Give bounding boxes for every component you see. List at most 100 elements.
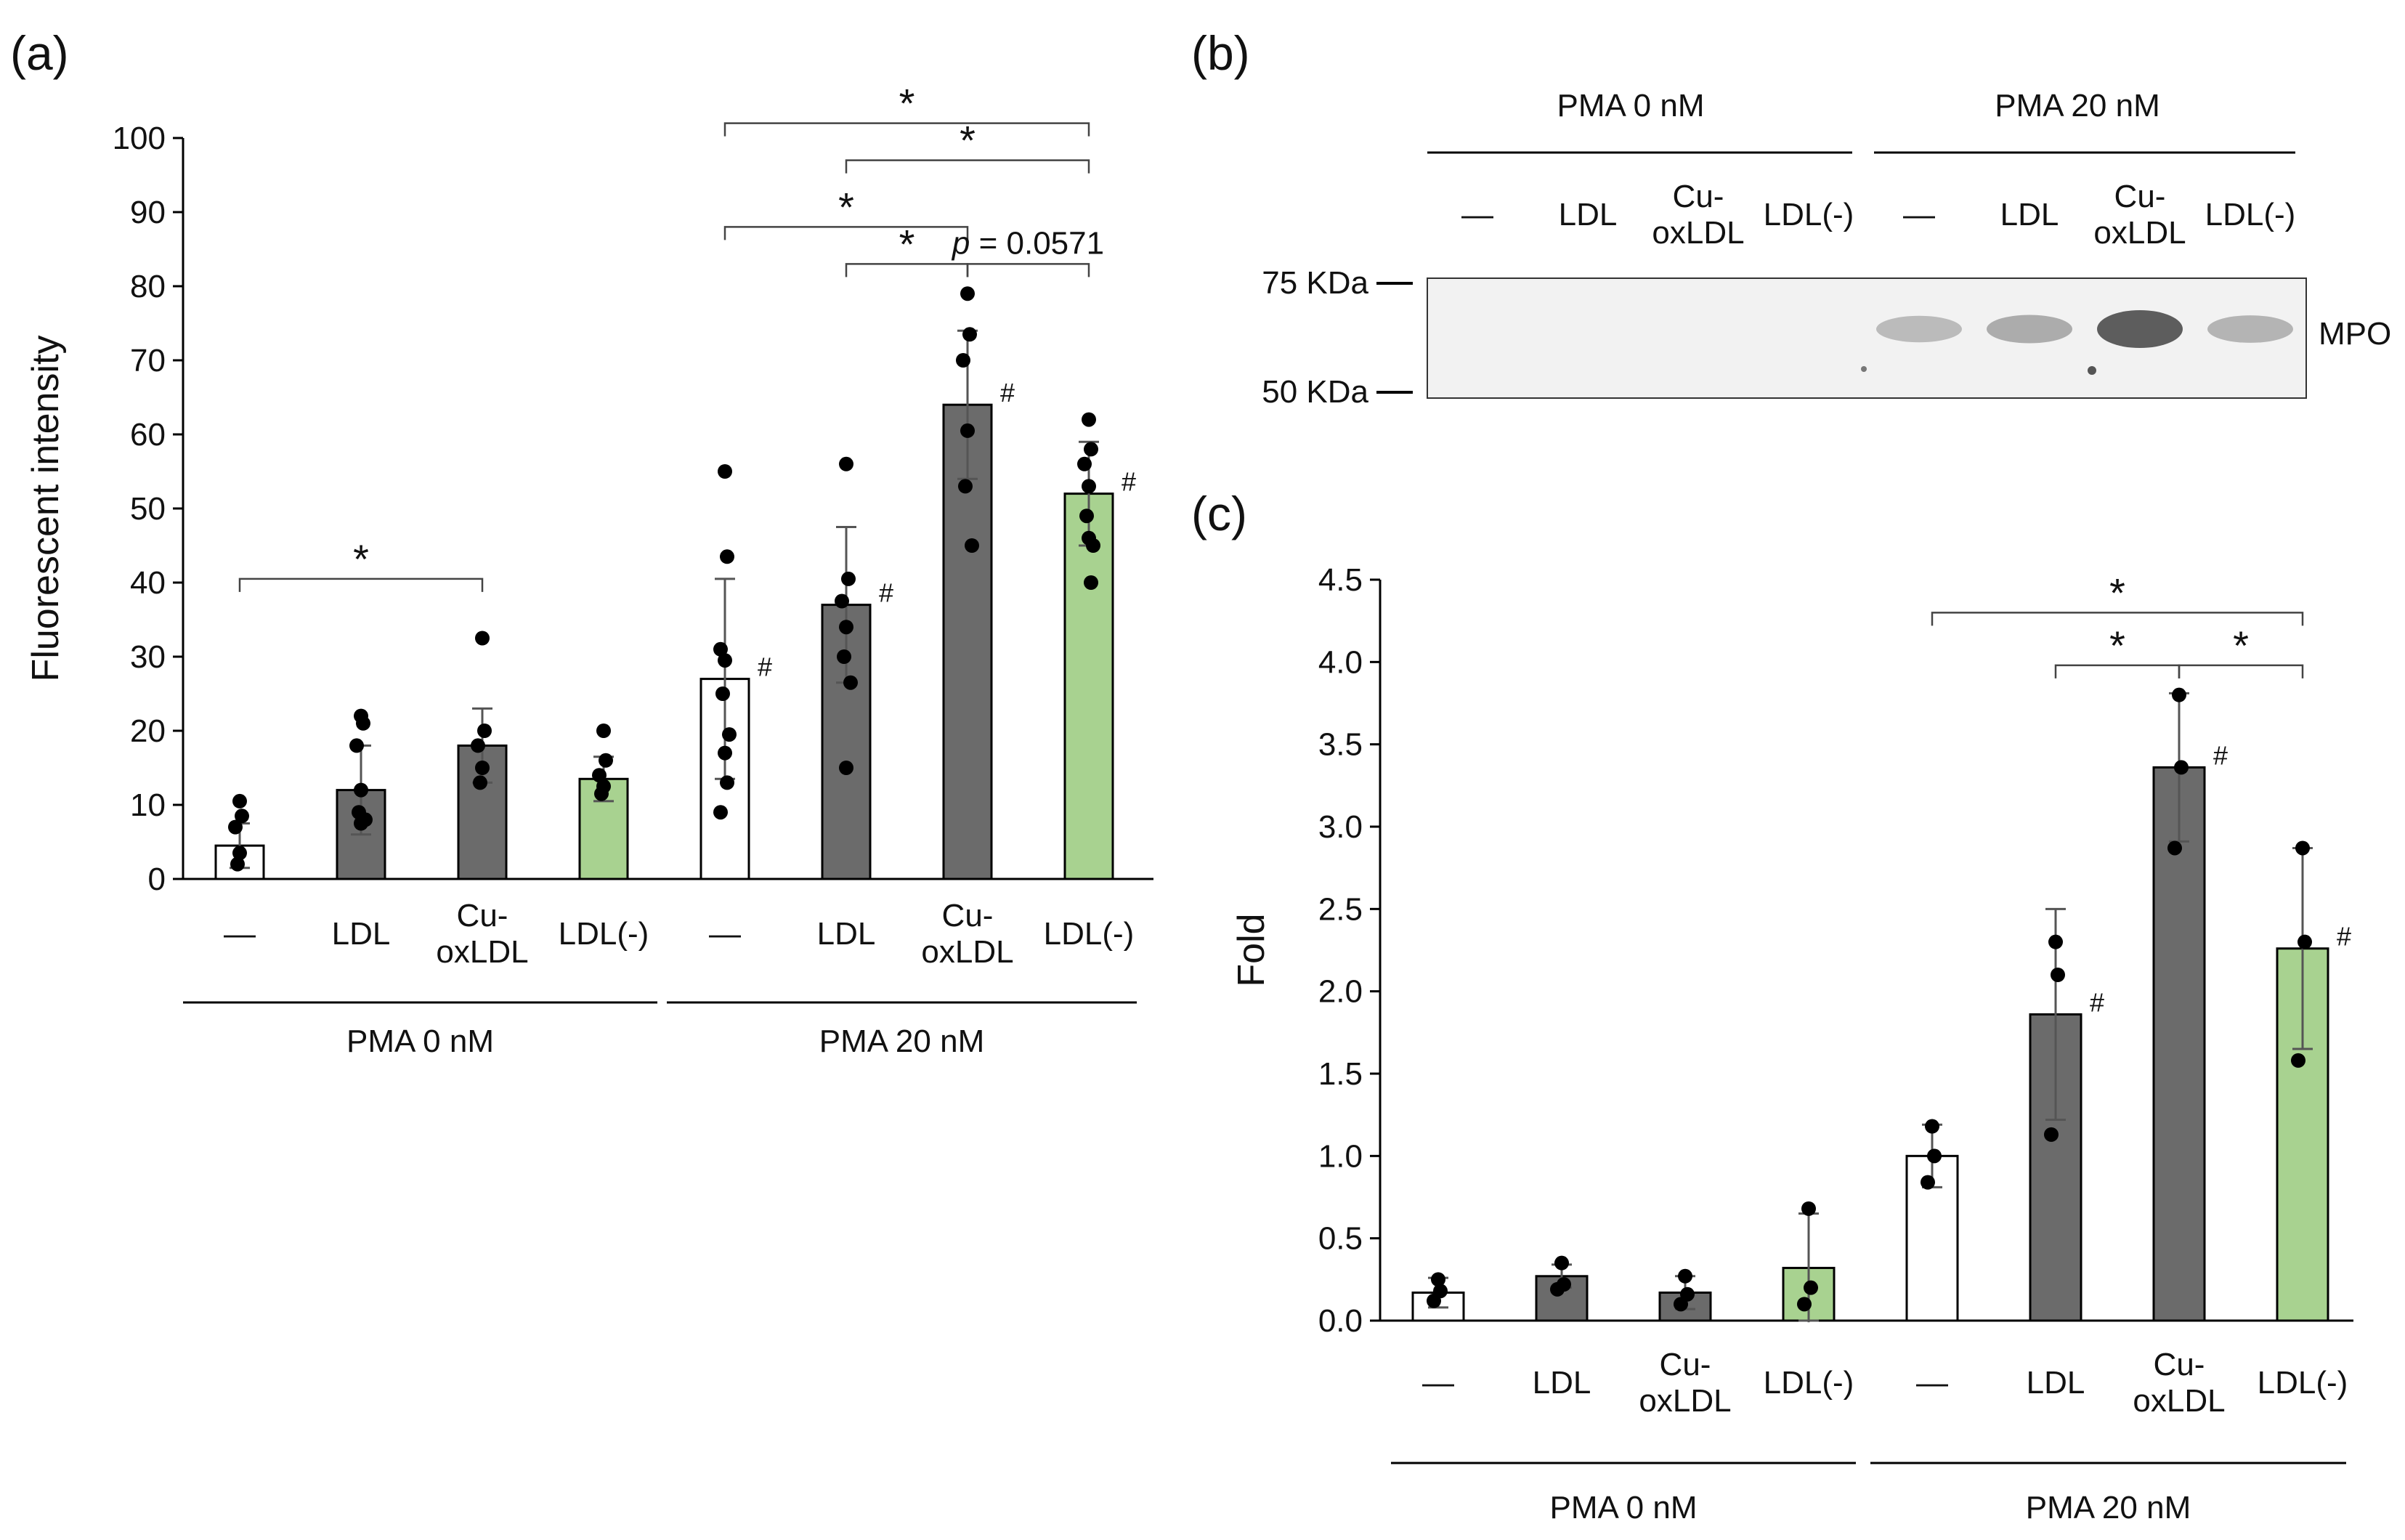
data-point <box>349 738 364 753</box>
significance-label-italic: p <box>951 225 970 261</box>
data-point <box>596 724 611 738</box>
lane-label-line-1: oxLDL <box>2093 215 2186 251</box>
data-point <box>1801 1201 1816 1216</box>
blot-spot <box>1861 366 1867 372</box>
x-tick-label: Cu-oxLDL <box>436 898 528 970</box>
data-point <box>2174 760 2189 775</box>
group-label-pma20: PMA 20 nM <box>819 1024 984 1059</box>
data-point <box>477 724 492 738</box>
data-point <box>1797 1297 1812 1312</box>
x-tick-label: — <box>1916 1365 1948 1401</box>
data-point <box>594 786 609 801</box>
mpo-band <box>1987 315 2072 344</box>
data-point <box>960 286 975 301</box>
lane-label: LDL <box>1559 197 1618 232</box>
western-blot: PMA 0 nM PMA 20 nM — LDL Cu-oxLDL LDL(-) — LDL C… <box>1262 88 2391 410</box>
data-point <box>1427 1293 1441 1308</box>
x-tick-label: Cu-oxLDL <box>1639 1347 1731 1419</box>
lane-label: LDL(-) <box>2205 197 2296 232</box>
x-tick-label: LDL <box>332 916 391 952</box>
significance-label: p = 0.0571 <box>951 225 1104 261</box>
x-tick-label-line-1: oxLDL <box>1639 1383 1731 1419</box>
data-point <box>473 775 487 790</box>
band-label: MPO <box>2319 316 2391 352</box>
significance-hash: # <box>1000 378 1015 408</box>
y-tick-label: 4.0 <box>1318 644 1363 680</box>
lane-label: LDL <box>2000 197 2059 232</box>
x-tick-label: LDL <box>817 916 876 952</box>
data-point <box>2291 1053 2305 1068</box>
data-point <box>958 479 973 494</box>
group-label-pma0: PMA 0 nM <box>1557 88 1705 123</box>
significance-label: * <box>960 118 976 163</box>
lane-label: Cu-oxLDL <box>1652 179 1744 251</box>
data-point <box>1077 456 1092 471</box>
x-tick-label: LDL(-) <box>559 916 649 952</box>
data-point <box>841 571 856 586</box>
significance-label: * <box>899 81 915 126</box>
data-point <box>720 775 734 790</box>
x-tick-label-line-0: Cu- <box>1660 1347 1711 1382</box>
x-tick-label: Cu-oxLDL <box>921 898 1013 970</box>
significance-hash: # <box>1122 467 1136 497</box>
data-point <box>1925 1119 1939 1134</box>
data-point <box>1084 575 1098 590</box>
y-tick-label: 1.0 <box>1318 1138 1363 1174</box>
data-point <box>354 816 368 831</box>
bar <box>821 604 872 880</box>
data-point <box>837 649 851 664</box>
y-tick-label: 3.5 <box>1318 727 1363 763</box>
data-point <box>713 805 728 820</box>
data-point <box>1431 1272 1445 1287</box>
data-point <box>1804 1280 1818 1295</box>
x-tick-label-line-1: oxLDL <box>436 934 528 970</box>
x-tick-label: — <box>1422 1365 1454 1401</box>
y-tick-label: 60 <box>130 417 166 453</box>
y-tick-label: 10 <box>130 787 166 823</box>
significance-bracket <box>238 578 484 592</box>
y-tick-label: 1.5 <box>1318 1056 1363 1092</box>
panel-label-c: (c) <box>1191 487 1247 540</box>
significance-hash: # <box>2213 740 2228 770</box>
data-point <box>1921 1175 1935 1190</box>
significance-bracket <box>2178 664 2304 678</box>
x-tick-label: LDL <box>2027 1365 2085 1401</box>
data-point <box>592 768 607 783</box>
data-point <box>356 716 370 731</box>
y-tick-label: 70 <box>130 343 166 378</box>
y-axis-label: Fold <box>1230 913 1273 986</box>
significance-label: * <box>2109 623 2125 668</box>
group-label-pma0: PMA 0 nM <box>346 1024 494 1059</box>
lane-label-line-0: Cu- <box>2114 179 2166 214</box>
data-point <box>354 782 368 798</box>
significance-label: * <box>2109 570 2125 615</box>
data-point <box>1554 1255 1569 1270</box>
lane-label: — <box>1903 197 1935 232</box>
significance-label-rest: = 0.0571 <box>970 225 1104 261</box>
data-point <box>2044 1127 2059 1142</box>
x-tick-label-line-0: Cu- <box>2154 1347 2205 1382</box>
marker-label-75: 75 KDa <box>1262 265 1368 301</box>
data-point <box>720 549 734 564</box>
y-tick-label: 4.5 <box>1318 562 1363 598</box>
significance-label: * <box>899 221 915 267</box>
data-point <box>718 464 732 479</box>
lane-label: LDL(-) <box>1764 197 1854 232</box>
data-point <box>599 753 613 768</box>
data-point <box>965 538 979 553</box>
group-label-pma0: PMA 0 nM <box>1550 1490 1698 1525</box>
data-point <box>475 761 490 775</box>
data-point <box>232 793 247 808</box>
significance-hash: # <box>758 652 772 682</box>
y-tick-label: 90 <box>130 195 166 230</box>
significance-bracket <box>1931 612 2304 626</box>
x-tick-label: LDL <box>1533 1365 1591 1401</box>
lane-label: — <box>1461 197 1493 232</box>
data-point <box>2167 840 2182 856</box>
data-point <box>1927 1148 1942 1164</box>
y-axis-label: Fluorescent intensity <box>25 336 67 682</box>
data-point <box>839 456 853 471</box>
y-tick-label: 50 <box>130 491 166 527</box>
data-point <box>1082 530 1096 546</box>
